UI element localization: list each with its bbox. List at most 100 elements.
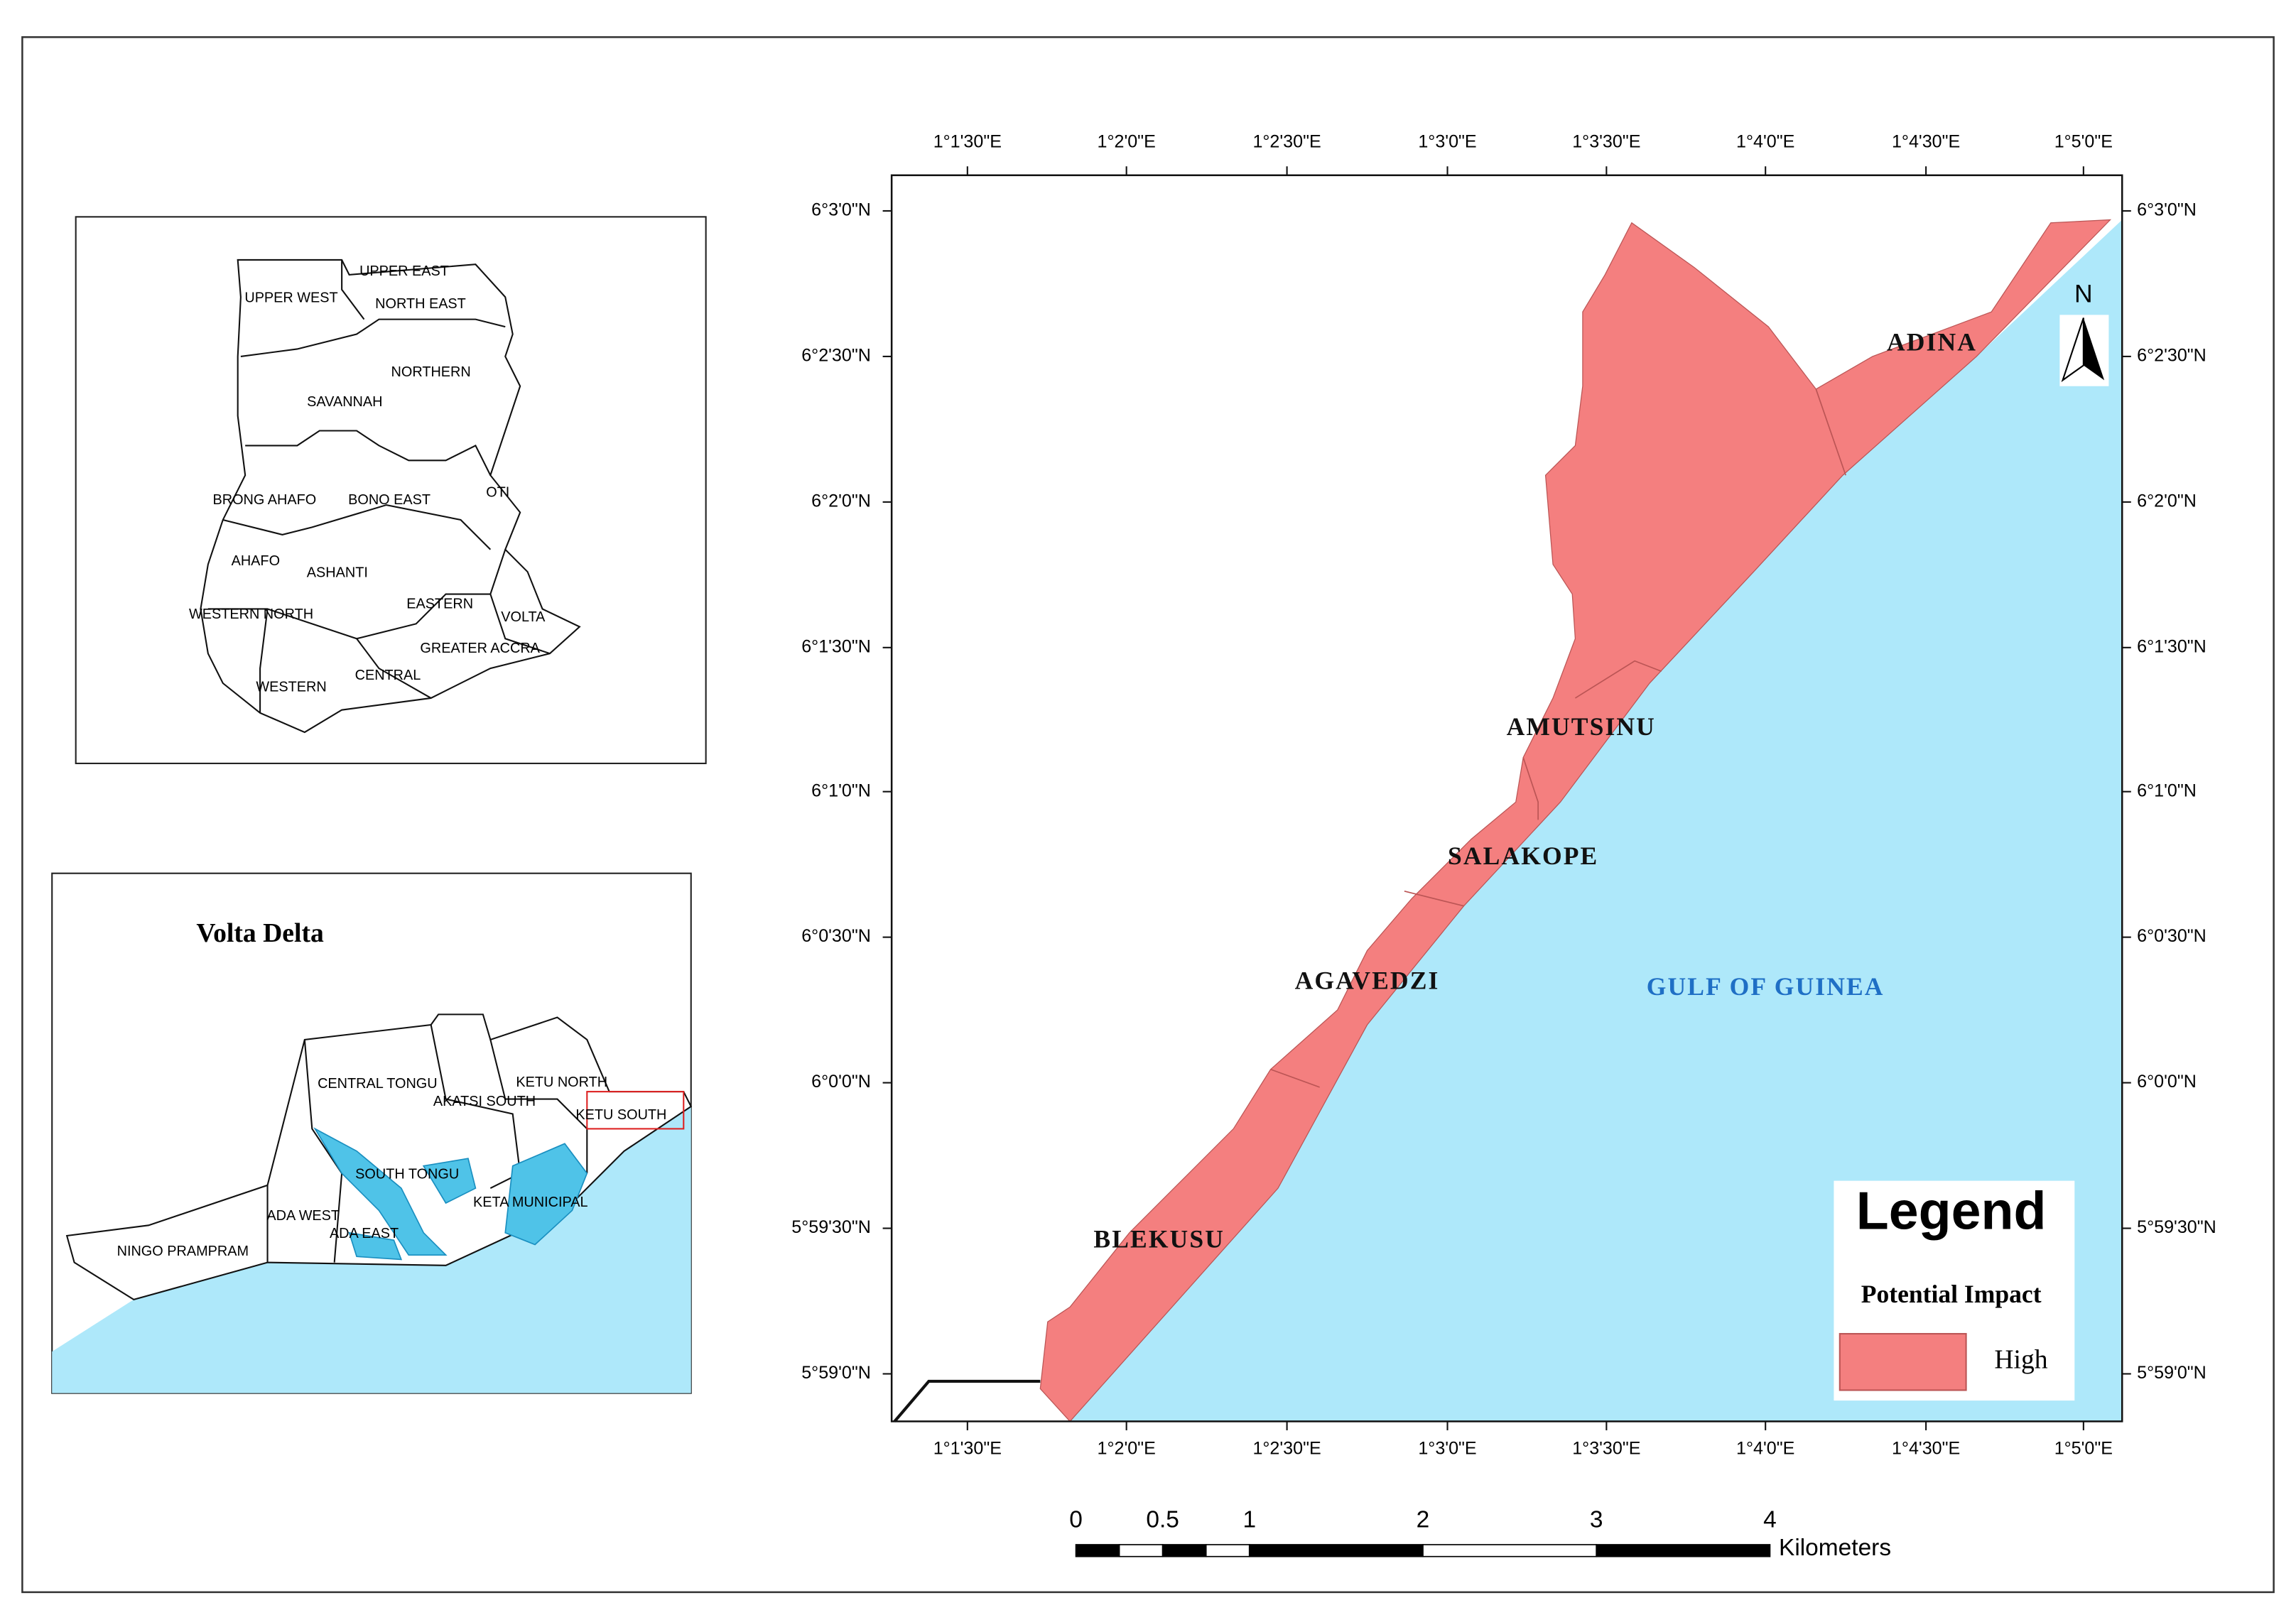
lagoon: [504, 1143, 588, 1246]
lon-label-top: 1°3'0"E: [1418, 131, 1476, 151]
lon-label-bottom: 1°2'0"E: [1098, 1439, 1156, 1459]
district-label: KETU NORTH: [516, 1075, 607, 1090]
scale-segment: [1118, 1544, 1164, 1557]
boundary: [1270, 1068, 1320, 1088]
district-label: NINGO PRAMPRAM: [117, 1244, 249, 1259]
region-boundary: [356, 638, 432, 699]
lat-label-left: 6°3'0"N: [811, 200, 871, 220]
district-label: KETU SOUTH: [575, 1107, 666, 1123]
region-label: NORTHERN: [391, 364, 471, 380]
lon-label-bottom: 1°3'0"E: [1418, 1439, 1476, 1459]
region-label: ASHANTI: [307, 565, 368, 581]
scale-segment: [1422, 1544, 1598, 1557]
ketu-south-highlight: [586, 1091, 685, 1130]
ghana-region-labels: UPPER EAST UPPER WEST NORTH EAST NORTHERN SA…: [189, 263, 546, 695]
lon-label-bottom: 1°5'0"E: [2054, 1439, 2113, 1459]
scale-tick-label: 0: [1069, 1506, 1083, 1533]
region-boundary: [240, 318, 506, 357]
place-label: AGAVEDZI: [1295, 967, 1440, 995]
lagoon: [422, 1158, 477, 1204]
district-boundary: [489, 1039, 588, 1174]
lat-label-left: 6°1'0"N: [811, 780, 871, 800]
lon-label-top: 1°5'0"E: [2054, 131, 2113, 151]
scale-tick-label: 1: [1242, 1506, 1256, 1533]
scale-segment: [1161, 1544, 1207, 1557]
scale-bar: 0 0.5 1 2 3 4: [1069, 1506, 1777, 1557]
region-label: UPPER WEST: [244, 290, 337, 306]
lon-label-bottom: 1°4'0"E: [1736, 1439, 1794, 1459]
lat-label-right: 6°1'0"N: [2137, 780, 2197, 800]
outer-frame: [21, 36, 2275, 1594]
district-label: CENTRAL TONGU: [318, 1076, 437, 1092]
place-labels: ADINA AMUTSINU SALAKOPE AGAVEDZI BLEKUSU: [1093, 327, 1977, 1253]
graticule-labels: 1°1'30"E 1°1'30"E 1°2'0"E 1°2'0"E 1°2'30"E 1°…: [791, 131, 2216, 1458]
boundary: [1574, 660, 1662, 699]
lat-label-left: 6°2'0"N: [811, 491, 871, 511]
scale-segment: [1596, 1544, 1771, 1557]
lat-label-left: 5°59'0"N: [801, 1363, 871, 1383]
lat-label-left: 6°0'0"N: [811, 1072, 871, 1092]
scale-tick-label: 3: [1590, 1506, 1603, 1533]
district-boundary: [430, 1024, 521, 1189]
lon-label-top: 1°1'30"E: [933, 131, 1002, 151]
region-label: WESTERN NORTH: [189, 607, 313, 622]
region-boundary: [222, 504, 492, 550]
region-boundary: [341, 259, 365, 320]
district-label: ADA EAST: [330, 1226, 399, 1241]
region-boundary: [259, 609, 269, 713]
region-label: BRONG AHAFO: [213, 492, 317, 508]
district-label: AKATSI SOUTH: [433, 1094, 536, 1109]
lat-label-right: 6°2'0"N: [2137, 491, 2197, 511]
legend-items: High: [1839, 1332, 2048, 1391]
lon-label-bottom: 1°2'30"E: [1252, 1439, 1321, 1459]
boundary: [1404, 890, 1464, 907]
ghana-inset-frame: [75, 216, 707, 764]
lon-label-top: 1°2'0"E: [1098, 131, 1156, 151]
sea-label: GULF OF GUINEA: [1647, 972, 1885, 1001]
region-label: VOLTA: [501, 609, 546, 625]
lat-label-left: 5°59'30"N: [791, 1217, 871, 1237]
region-label: SAVANNAH: [307, 394, 382, 410]
lat-label-right: 5°59'0"N: [2137, 1363, 2206, 1383]
lagoon: [313, 1127, 448, 1256]
community-boundaries: [1270, 388, 1846, 1088]
scale-unit: Kilometers: [1779, 1535, 1891, 1561]
region-label: EASTERN: [406, 596, 473, 611]
place-label: ADINA: [1887, 327, 1977, 356]
lon-label-top: 1°4'0"E: [1736, 131, 1794, 151]
delta-outline: [65, 1013, 693, 1301]
legend-subtitle: Potential Impact: [1861, 1280, 2042, 1308]
ghana-regions: [200, 259, 581, 734]
scale-tick-label: 2: [1417, 1506, 1430, 1533]
legend-label: High: [1994, 1344, 2047, 1374]
lat-label-left: 6°1'30"N: [801, 636, 871, 656]
district-label: SOUTH TONGU: [355, 1166, 459, 1182]
region-label: UPPER EAST: [359, 263, 449, 279]
north-label: N: [2074, 280, 2093, 308]
scale-tick-label: 4: [1763, 1506, 1777, 1533]
lon-label-bottom: 1°4'30"E: [1892, 1439, 1960, 1459]
legend-title: Legend: [1856, 1181, 2047, 1241]
lon-label-bottom: 1°3'30"E: [1572, 1439, 1640, 1459]
scale-segment: [1248, 1544, 1424, 1557]
scale-tick-label: 0.5: [1146, 1506, 1179, 1533]
lat-label-right: 5°59'30"N: [2137, 1217, 2216, 1237]
lat-label-right: 6°0'30"N: [2137, 926, 2206, 946]
region-label: AHAFO: [232, 553, 280, 569]
sea: [1070, 219, 2123, 1422]
region-boundary: [245, 430, 492, 476]
impact-high-area: [1039, 219, 2112, 1423]
river-mouth: [893, 1379, 1041, 1423]
map-frame: [890, 174, 2123, 1423]
district-label: KETA MUNICIPAL: [473, 1195, 588, 1210]
lon-label-bottom: 1°1'30"E: [933, 1439, 1002, 1459]
region-label: GREATER ACCRA: [420, 641, 540, 656]
lat-label-right: 6°3'0"N: [2137, 200, 2197, 220]
region-label: NORTH EAST: [375, 296, 466, 312]
district-boundary: [303, 1039, 343, 1263]
lat-label-right: 6°2'30"N: [2137, 346, 2206, 366]
delta-sea: [52, 1106, 691, 1393]
